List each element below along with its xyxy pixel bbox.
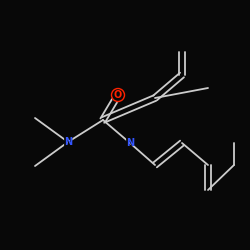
Text: N: N [126,138,134,148]
Circle shape [112,88,124,102]
Text: N: N [64,137,72,147]
Text: N: N [63,136,73,148]
Text: O: O [114,90,122,100]
Text: N: N [125,136,135,149]
